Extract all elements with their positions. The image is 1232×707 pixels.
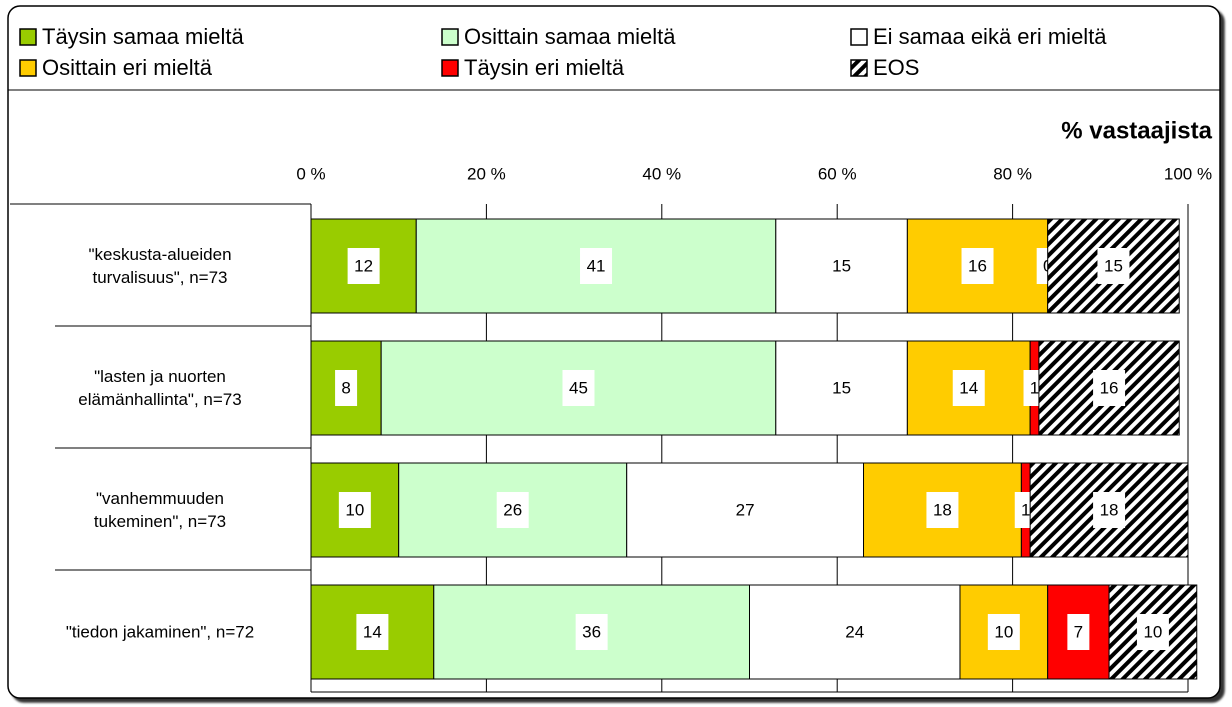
data-label: 18 [1100, 500, 1119, 519]
data-label: 1 [1021, 500, 1030, 519]
data-label: 15 [832, 256, 851, 275]
data-label: 27 [736, 500, 755, 519]
data-label: 41 [587, 256, 606, 275]
data-label: 10 [994, 622, 1013, 641]
legend-swatch [441, 28, 459, 46]
data-label: 36 [582, 622, 601, 641]
data-label-bg [926, 492, 959, 528]
data-label-bg [347, 248, 380, 284]
y-tick-label: "tiedon jakaminen", n=72 [65, 622, 255, 642]
data-label: 14 [959, 378, 978, 397]
data-label-bg [825, 248, 858, 284]
legend-swatch [19, 28, 37, 46]
data-label: 10 [345, 500, 364, 519]
data-label: 15 [832, 378, 851, 397]
data-label-bg [825, 370, 858, 406]
y-tick-label: "keskusta-alueiden turvalisuus", n=73 [88, 245, 232, 287]
data-label-bg [356, 614, 389, 650]
data-label: 16 [1100, 378, 1119, 397]
data-label-bg [1093, 492, 1126, 528]
data-label: 26 [503, 500, 522, 519]
data-label: 10 [1143, 622, 1162, 641]
data-label-bg [1097, 248, 1130, 284]
data-label-bg [952, 370, 985, 406]
axis-title: % vastaajista [1061, 117, 1212, 144]
data-label-bg [1093, 370, 1126, 406]
y-tick-label: "vanhemmuuden tukeminen", n=73 [93, 489, 227, 531]
data-label-bg [838, 614, 871, 650]
legend-label: Ei samaa eikä eri mieltä [873, 24, 1107, 49]
data-label: 15 [1104, 256, 1123, 275]
legend-label: EOS [873, 55, 919, 80]
data-label-bg [1136, 614, 1169, 650]
x-tick-label: 0 % [296, 164, 325, 183]
data-label-bg [338, 492, 371, 528]
legend-label: Täysin samaa mieltä [42, 24, 245, 49]
x-tick-label: 60 % [818, 164, 857, 183]
legend-swatch [850, 28, 868, 46]
data-label-bg [335, 370, 358, 406]
data-label: 7 [1074, 622, 1083, 641]
data-label-bg [729, 492, 762, 528]
data-label-bg [961, 248, 994, 284]
data-label-bg [580, 248, 613, 284]
y-tick-label: "lasten ja nuorten elämänhallinta", n=73 [78, 367, 242, 409]
data-label: 1 [1030, 378, 1039, 397]
x-tick-label: 80 % [993, 164, 1032, 183]
legend-label: Osittain eri mieltä [42, 55, 213, 80]
data-label-bg [575, 614, 608, 650]
data-label: 24 [845, 622, 864, 641]
data-label: 8 [341, 378, 350, 397]
legend-swatch [441, 59, 459, 77]
data-label-bg [987, 614, 1020, 650]
data-label: 45 [569, 378, 588, 397]
data-label: 12 [354, 256, 373, 275]
data-label-bg [562, 370, 595, 406]
x-tick-label: 20 % [467, 164, 506, 183]
legend-label: Osittain samaa mieltä [464, 24, 676, 49]
data-label: 18 [933, 500, 952, 519]
x-tick-label: 40 % [642, 164, 681, 183]
data-label: 16 [968, 256, 987, 275]
data-label-bg [1067, 614, 1090, 650]
legend-swatch [850, 59, 868, 77]
legend-swatch [19, 59, 37, 77]
data-label-bg [496, 492, 529, 528]
x-tick-label: 100 % [1164, 164, 1212, 183]
legend-label: Täysin eri mieltä [464, 55, 625, 80]
data-label: 14 [363, 622, 382, 641]
